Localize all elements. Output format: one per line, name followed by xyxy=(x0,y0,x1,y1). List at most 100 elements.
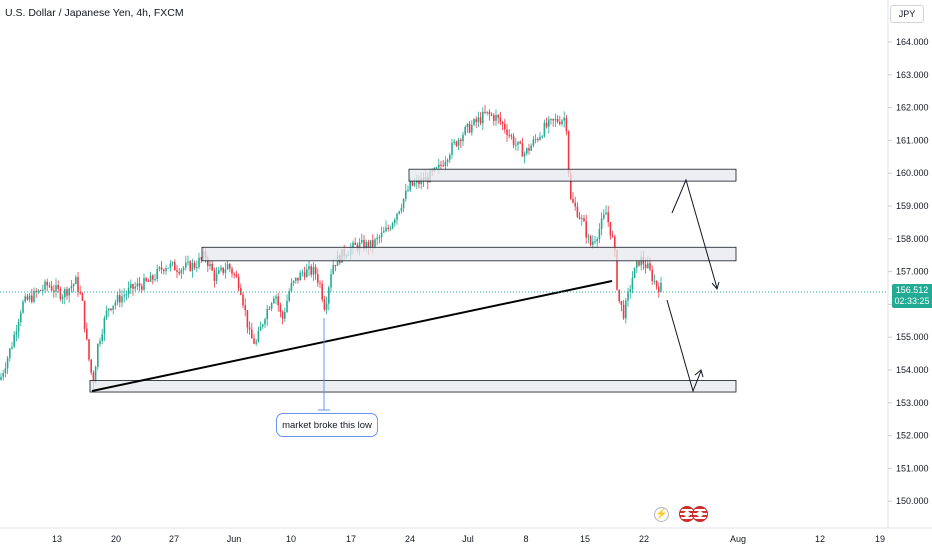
candle-body xyxy=(306,269,308,278)
candle-body xyxy=(583,218,585,222)
last-price-value: 156.512 xyxy=(895,285,929,295)
candle-body xyxy=(627,291,629,301)
candle-body xyxy=(497,115,499,118)
candle-body xyxy=(218,270,220,274)
candle-body xyxy=(240,288,242,295)
candle-body xyxy=(292,280,295,284)
candle-body xyxy=(638,261,640,266)
us-flag-icon[interactable] xyxy=(692,506,708,522)
candle-body xyxy=(653,280,656,282)
candle-body xyxy=(33,290,35,302)
candle-body xyxy=(532,139,535,146)
candle-body xyxy=(600,218,603,230)
candle-body xyxy=(504,123,506,130)
candle-body xyxy=(226,264,229,270)
candle-body xyxy=(99,341,101,344)
candle-body xyxy=(79,291,81,294)
candle-body xyxy=(413,182,416,186)
candle-body xyxy=(303,272,306,278)
candle-body xyxy=(332,265,334,275)
candle-body xyxy=(147,280,150,282)
price-zone xyxy=(201,246,737,262)
candle-body xyxy=(17,322,20,332)
candle-body xyxy=(631,278,634,290)
candle-body xyxy=(187,261,189,263)
candle-body xyxy=(548,119,550,127)
candle-body xyxy=(523,153,526,157)
candle-body xyxy=(4,368,7,374)
candle-body xyxy=(633,267,636,279)
candle-body xyxy=(215,273,218,281)
candle-body xyxy=(143,278,145,290)
candle-body xyxy=(411,181,414,186)
candle-body xyxy=(224,269,227,273)
candle-body xyxy=(383,231,385,233)
candle-body xyxy=(512,136,515,146)
candle-body xyxy=(20,312,22,323)
currency-badge[interactable]: JPY xyxy=(890,5,924,23)
last-price-tag: 156.512 02:33:25 xyxy=(892,284,932,308)
candle-body xyxy=(466,123,469,127)
candle-body xyxy=(88,339,90,360)
candle-body xyxy=(317,274,319,283)
candle-body xyxy=(0,376,2,380)
price-tick-label: 153.000 xyxy=(896,398,929,408)
candle-body xyxy=(48,285,51,287)
time-tick-label: 15 xyxy=(580,534,590,544)
candle-body xyxy=(539,136,541,140)
candle-body xyxy=(570,173,572,199)
candle-body xyxy=(409,181,411,191)
candle-body xyxy=(83,300,86,329)
candle-body xyxy=(365,241,367,250)
time-tick-label: 17 xyxy=(346,534,356,544)
candle-body xyxy=(53,290,55,292)
annotation-callout[interactable]: market broke this low xyxy=(276,413,378,437)
candle-body xyxy=(15,331,18,335)
candle-body xyxy=(156,268,158,280)
candle-body xyxy=(499,117,502,123)
candle-body xyxy=(200,257,202,259)
candle-body xyxy=(301,272,304,274)
candle-body xyxy=(284,312,286,319)
candle-body xyxy=(517,141,519,145)
candle-body xyxy=(473,119,475,125)
price-tick-label: 150.000 xyxy=(896,496,929,506)
candle-body xyxy=(367,241,370,249)
candle-body xyxy=(141,286,143,290)
candle-body xyxy=(565,117,568,132)
candle-body xyxy=(611,235,614,237)
support-resistance-zones xyxy=(89,168,737,393)
candle-body xyxy=(134,286,136,289)
candle-body xyxy=(545,122,548,127)
candle-body xyxy=(55,284,57,292)
candle-body xyxy=(385,227,387,232)
candle-body xyxy=(519,141,521,144)
candle-body xyxy=(607,212,609,223)
candle-body xyxy=(101,334,103,342)
candle-body xyxy=(97,343,99,367)
candle-body xyxy=(193,263,196,268)
candle-body xyxy=(22,301,24,313)
candle-body xyxy=(398,211,400,214)
time-tick-label: 12 xyxy=(815,534,825,544)
candle-body xyxy=(596,239,598,242)
candle-body xyxy=(196,267,198,269)
candle-body xyxy=(169,263,172,268)
candle-body xyxy=(182,267,185,270)
candle-body xyxy=(543,122,546,137)
candle-body xyxy=(246,310,249,328)
candle-body xyxy=(550,118,552,120)
candle-body xyxy=(554,119,557,121)
candle-body xyxy=(563,117,565,121)
price-zone xyxy=(408,168,737,182)
candle-body xyxy=(468,123,471,133)
candle-body xyxy=(647,263,649,269)
lightning-icon[interactable]: ⚡ xyxy=(654,507,669,522)
candle-body xyxy=(400,207,403,212)
candle-body xyxy=(378,237,381,239)
price-tick-label: 160.000 xyxy=(896,168,929,178)
price-tick-label: 152.000 xyxy=(896,431,929,441)
candle-body xyxy=(112,305,114,311)
projection-arrow-down xyxy=(666,299,704,393)
